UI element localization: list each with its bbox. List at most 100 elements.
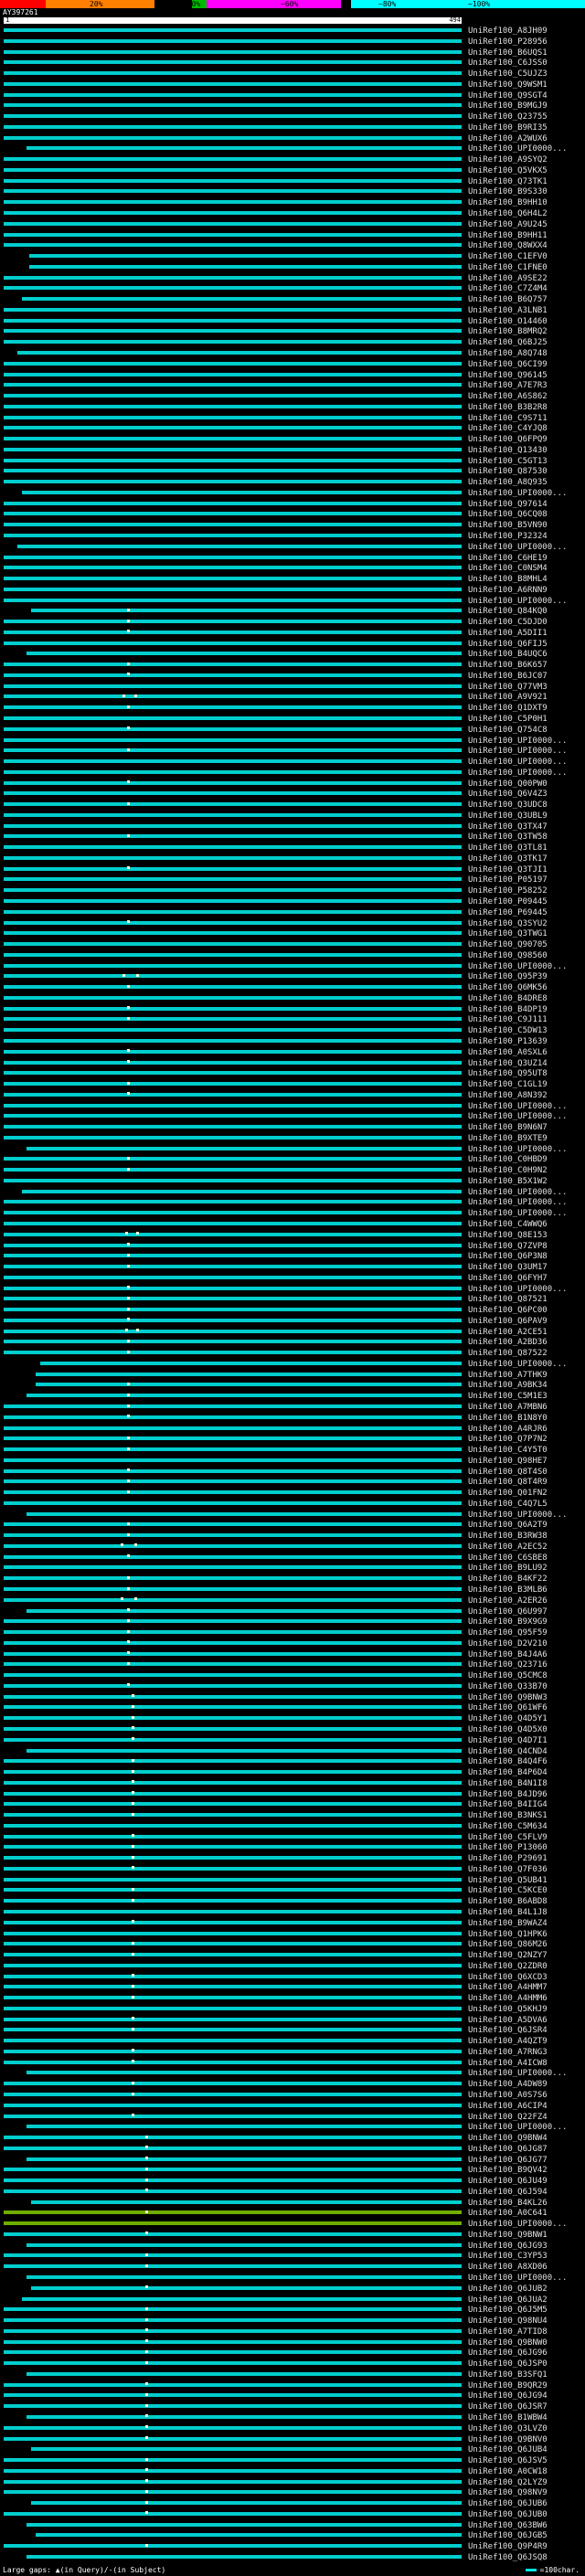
hit-accession-label[interactable]: UniRef100_Q6JSQ8 <box>468 2552 548 2562</box>
hit-alignment-bar[interactable] <box>4 501 462 505</box>
hit-accession-label[interactable]: UniRef100_Q3LVZ0 <box>468 2423 548 2433</box>
hit-alignment-bar[interactable] <box>4 1673 462 1678</box>
hit-accession-label[interactable]: UniRef100_C1EFV0 <box>468 252 548 262</box>
hit-accession-label[interactable]: UniRef100_UPI0000... <box>468 1101 568 1111</box>
hit-alignment-bar[interactable] <box>4 157 462 162</box>
hit-accession-label[interactable]: UniRef100_P32324 <box>468 531 548 541</box>
hit-alignment-bar[interactable] <box>4 1297 462 1301</box>
hit-accession-label[interactable]: UniRef100_B4Q4F6 <box>468 1757 548 1767</box>
hit-accession-label[interactable]: UniRef100_A9SYQ2 <box>468 155 548 165</box>
hit-alignment-bar[interactable] <box>4 512 462 516</box>
hit-alignment-bar[interactable] <box>17 544 462 548</box>
hit-accession-label[interactable]: UniRef100_A2CE51 <box>468 1327 548 1337</box>
hit-accession-label[interactable]: UniRef100_Q6J5M5 <box>468 2306 548 2316</box>
hit-alignment-bar[interactable] <box>4 2103 462 2107</box>
hit-accession-label[interactable]: UniRef100_A7RNG3 <box>468 2047 548 2057</box>
hit-alignment-bar[interactable] <box>4 2511 462 2516</box>
hit-accession-label[interactable]: UniRef100_C3YP53 <box>468 2252 548 2262</box>
hit-accession-label[interactable]: UniRef100_Q63BW6 <box>468 2520 548 2530</box>
hit-alignment-bar[interactable] <box>4 1823 462 1828</box>
hit-accession-label[interactable]: UniRef100_C5P0H1 <box>468 715 548 724</box>
hit-alignment-bar[interactable] <box>4 2264 462 2269</box>
hit-accession-label[interactable]: UniRef100_B3MLB6 <box>468 1585 548 1595</box>
hit-alignment-bar[interactable] <box>4 694 462 699</box>
hit-accession-label[interactable]: UniRef100_Q6JUB2 <box>468 2284 548 2294</box>
hit-accession-label[interactable]: UniRef100_Q3TX47 <box>468 822 548 832</box>
hit-alignment-bar[interactable] <box>4 1265 462 1269</box>
hit-accession-label[interactable]: UniRef100_Q4D7I1 <box>468 1735 548 1745</box>
hit-alignment-bar[interactable] <box>4 2328 462 2333</box>
hit-alignment-bar[interactable] <box>4 1243 462 1247</box>
hit-alignment-bar[interactable] <box>4 1168 462 1172</box>
hit-alignment-bar[interactable] <box>4 533 462 537</box>
hit-alignment-bar[interactable] <box>4 684 462 688</box>
hit-alignment-bar[interactable] <box>4 1630 462 1635</box>
hit-accession-label[interactable]: UniRef100_UPI0000... <box>468 768 568 778</box>
hit-accession-label[interactable]: UniRef100_UPI0000... <box>468 1112 568 1122</box>
hit-alignment-bar[interactable] <box>4 221 462 226</box>
hit-alignment-bar[interactable] <box>4 447 462 451</box>
hit-alignment-bar[interactable] <box>4 823 462 828</box>
hit-alignment-bar[interactable] <box>4 663 462 667</box>
hit-accession-label[interactable]: UniRef100_C0HBD9 <box>468 1155 548 1165</box>
hit-alignment-bar[interactable] <box>4 630 462 634</box>
hit-accession-label[interactable]: UniRef100_Q6JUA2 <box>468 2295 548 2305</box>
hit-accession-label[interactable]: UniRef100_Q6U997 <box>468 1606 548 1617</box>
hit-accession-label[interactable]: UniRef100_A4ICW8 <box>468 2058 548 2068</box>
hit-alignment-bar[interactable] <box>4 759 462 764</box>
hit-accession-label[interactable]: UniRef100_Q6J594 <box>468 2187 548 2197</box>
hit-alignment-bar[interactable] <box>4 1802 462 1807</box>
hit-alignment-bar[interactable] <box>4 1683 462 1688</box>
hit-accession-label[interactable]: UniRef100_B5X1W2 <box>468 1176 548 1186</box>
hit-accession-label[interactable]: UniRef100_UPI0000... <box>468 1510 568 1520</box>
hit-alignment-bar[interactable] <box>4 1447 462 1452</box>
hit-accession-label[interactable]: UniRef100_A3LNB1 <box>468 305 548 315</box>
hit-alignment-bar[interactable] <box>4 71 462 76</box>
hit-alignment-bar[interactable] <box>4 2371 462 2376</box>
hit-accession-label[interactable]: UniRef100_Q9SGT4 <box>468 90 548 101</box>
hit-accession-label[interactable]: UniRef100_Q5CMC8 <box>468 1671 548 1681</box>
hit-alignment-bar[interactable] <box>4 275 462 280</box>
hit-alignment-bar[interactable] <box>22 490 462 494</box>
hit-alignment-bar[interactable] <box>4 641 462 645</box>
hit-accession-label[interactable]: UniRef100_B6K657 <box>468 661 548 671</box>
hit-accession-label[interactable]: UniRef100_A8Q935 <box>468 478 548 488</box>
hit-alignment-bar[interactable] <box>4 286 462 291</box>
hit-alignment-bar[interactable] <box>4 855 462 860</box>
hit-alignment-bar[interactable] <box>4 899 462 904</box>
hit-alignment-bar[interactable] <box>4 2093 462 2096</box>
hit-alignment-bar[interactable] <box>4 318 462 323</box>
hit-alignment-bar[interactable] <box>4 1178 462 1182</box>
hit-alignment-bar[interactable] <box>4 1877 462 1882</box>
hit-alignment-bar[interactable] <box>4 1953 462 1957</box>
hit-accession-label[interactable]: UniRef100_Q2ZDR0 <box>468 1961 548 1971</box>
hit-alignment-bar[interactable] <box>4 1479 462 1484</box>
hit-alignment-bar[interactable] <box>4 415 462 419</box>
hit-alignment-bar[interactable] <box>4 1372 462 1376</box>
hit-accession-label[interactable]: UniRef100_A4DW89 <box>468 2080 548 2090</box>
hit-alignment-bar[interactable] <box>4 1092 462 1097</box>
hit-accession-label[interactable]: UniRef100_Q8T4R9 <box>468 1478 548 1488</box>
hit-alignment-bar[interactable] <box>4 2458 462 2463</box>
hit-alignment-bar[interactable] <box>4 2285 462 2290</box>
hit-accession-label[interactable]: UniRef100_Q9BNW4 <box>468 2134 548 2144</box>
hit-alignment-bar[interactable] <box>4 2425 462 2430</box>
hit-accession-label[interactable]: UniRef100_C4WWQ6 <box>468 1219 548 1229</box>
hit-accession-label[interactable]: UniRef100_B8MHL4 <box>468 575 548 585</box>
hit-accession-label[interactable]: UniRef100_D2V210 <box>468 1638 548 1648</box>
hit-alignment-bar[interactable] <box>4 1974 462 1978</box>
hit-alignment-bar[interactable] <box>4 2039 462 2043</box>
hit-alignment-bar[interactable] <box>4 2522 462 2527</box>
hit-alignment-bar[interactable] <box>4 2361 462 2366</box>
hit-accession-label[interactable]: UniRef100_Q6JSV5 <box>468 2456 548 2466</box>
hit-alignment-bar[interactable] <box>4 243 462 248</box>
hit-accession-label[interactable]: UniRef100_Q6V4Z3 <box>468 790 548 800</box>
hit-accession-label[interactable]: UniRef100_P29691 <box>468 1854 548 1864</box>
hit-alignment-bar[interactable] <box>4 178 462 183</box>
hit-accession-label[interactable]: UniRef100_B9N6N7 <box>468 1123 548 1133</box>
hit-alignment-bar[interactable] <box>4 28 462 32</box>
hit-alignment-bar[interactable] <box>4 716 462 720</box>
hit-alignment-bar[interactable] <box>4 1038 462 1043</box>
hit-alignment-bar[interactable] <box>4 1017 462 1022</box>
hit-alignment-bar[interactable] <box>4 620 462 624</box>
